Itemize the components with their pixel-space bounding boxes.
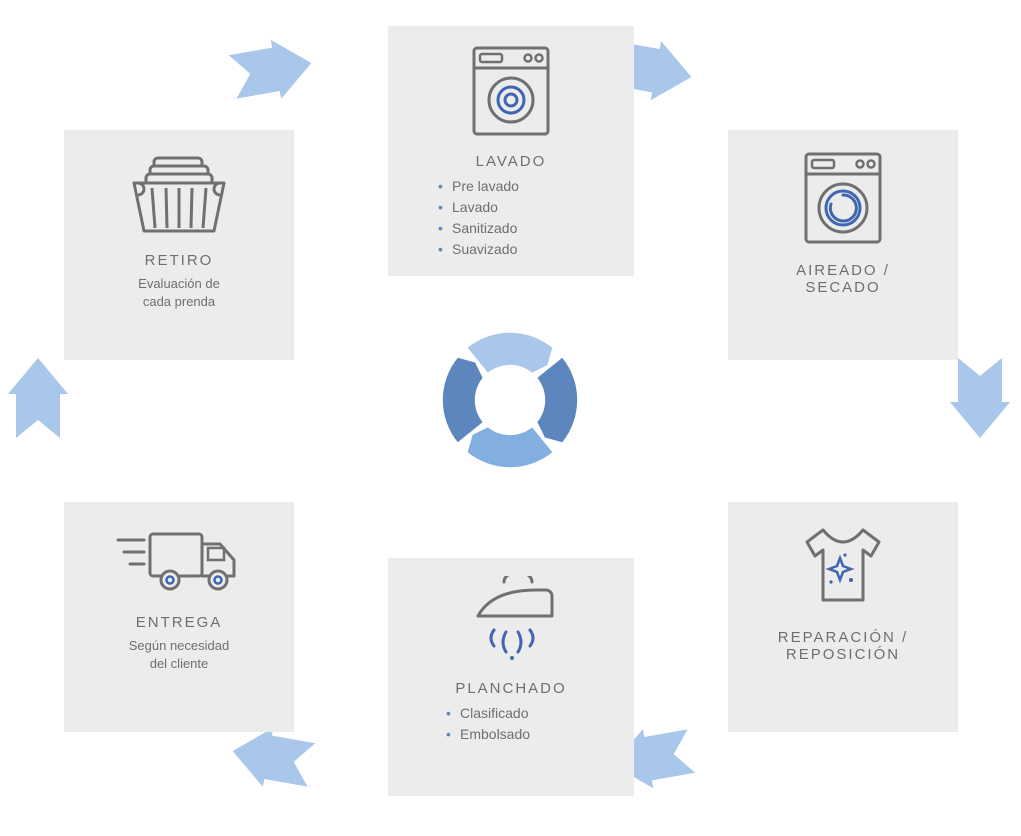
iron-steam-icon bbox=[408, 576, 614, 666]
laundry-basket-icon bbox=[84, 148, 274, 238]
card-lavado: LAVADO Pre lavadoLavadoSanitizadoSuaviza… bbox=[388, 26, 634, 276]
bullet-item: Sanitizado bbox=[438, 218, 519, 239]
card-title: RETIRO bbox=[145, 252, 214, 269]
dryer-machine-icon bbox=[748, 148, 938, 248]
card-aireado: AIREADO /SECADO bbox=[728, 130, 958, 360]
bullet-item: Embolsado bbox=[446, 724, 530, 745]
connector-arrow bbox=[8, 358, 68, 438]
card-retiro: RETIRO Evaluación decada prenda bbox=[64, 130, 294, 360]
card-reparacion: REPARACIÓN /REPOSICIÓN bbox=[728, 502, 958, 732]
tshirt-sparkle-icon bbox=[748, 520, 938, 615]
card-title: ENTREGA bbox=[136, 614, 223, 631]
card-subtitle: Evaluación decada prenda bbox=[138, 275, 220, 310]
bullet-item: Lavado bbox=[438, 197, 519, 218]
card-title: LAVADO bbox=[476, 153, 547, 170]
connector-arrow bbox=[227, 34, 316, 107]
card-title: REPARACIÓN /REPOSICIÓN bbox=[778, 629, 908, 663]
card-bullets: ClasificadoEmbolsado bbox=[446, 703, 530, 745]
card-title: AIREADO /SECADO bbox=[796, 262, 890, 296]
center-cycle-graphic bbox=[430, 320, 590, 480]
connector-arrow bbox=[227, 722, 316, 795]
bullet-item: Clasificado bbox=[446, 703, 530, 724]
connector-arrow bbox=[950, 358, 1010, 438]
card-bullets: Pre lavadoLavadoSanitizadoSuavizado bbox=[438, 176, 519, 260]
card-subtitle: Según necesidaddel cliente bbox=[129, 637, 229, 672]
washing-machine-icon bbox=[408, 44, 614, 139]
bullet-item: Pre lavado bbox=[438, 176, 519, 197]
card-planchado: PLANCHADO ClasificadoEmbolsado bbox=[388, 558, 634, 796]
delivery-truck-icon bbox=[84, 520, 274, 600]
card-entrega: ENTREGA Según necesidaddel cliente bbox=[64, 502, 294, 732]
card-title: PLANCHADO bbox=[455, 680, 566, 697]
bullet-item: Suavizado bbox=[438, 239, 519, 260]
